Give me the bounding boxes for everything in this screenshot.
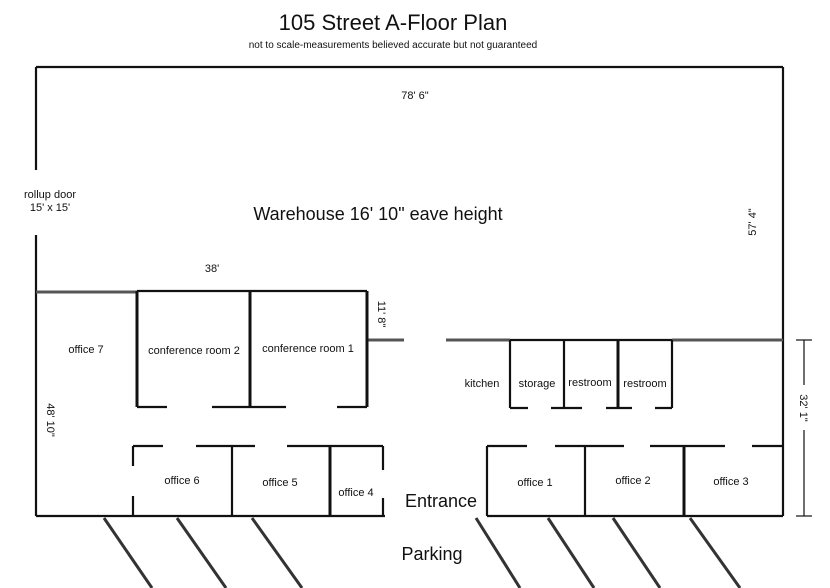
room-office-5: office 5 [262,477,297,489]
warehouse-depth-dimension: 57' 4" [747,208,759,236]
warehouse-label: Warehouse 16' 10" eave height [253,204,502,224]
room-office-6: office 6 [164,475,199,487]
room-office-7: office 7 [68,344,103,356]
outer-walls [34,65,785,518]
room-restroom-1: restroom [568,377,611,389]
page-title: 105 Street A-Floor Plan [279,10,508,35]
conference-depth-dimension: 11' 8" [375,301,387,328]
service-rooms [508,338,674,410]
parking-stripe [102,517,154,588]
parking-label: Parking [401,544,462,564]
conference-rooms [135,289,369,409]
office-area-right-depth-dimension: 32' 1" [797,394,809,422]
lower-offices-west [131,444,385,516]
room-office-1: office 1 [517,477,552,489]
parking-stripe [546,517,596,588]
entrance-label: Entrance [405,491,477,511]
room-storage: storage [519,378,556,390]
room-office-3: office 3 [713,476,748,488]
parking-stripe [688,517,742,588]
office-area-depth-dimension: 48' 10" [44,403,56,437]
office-area-partition [36,290,783,342]
parking-stripe [250,517,304,588]
room-restroom-2: restroom [623,378,666,390]
room-office-2: office 2 [615,475,650,487]
office-area-width-dimension: 38' [205,263,219,275]
parking-stripe [175,517,228,588]
lower-offices-east [485,444,783,516]
parking-stripe [611,517,662,588]
warehouse-width-dimension: 78' 6" [401,90,429,102]
room-conference-1: conference room 1 [262,343,354,355]
room-kitchen: kitchen [465,378,500,390]
room-conference-2: conference room 2 [148,345,240,357]
right-dimension-marker [796,339,812,517]
rollup-door-label: rollup door [24,189,76,201]
page-subtitle: not to scale-measurements believed accur… [249,40,538,51]
parking-stripes [102,517,742,588]
room-office-4: office 4 [338,487,373,499]
parking-stripe [474,517,522,588]
rollup-door-size: 15' x 15' [30,202,70,214]
